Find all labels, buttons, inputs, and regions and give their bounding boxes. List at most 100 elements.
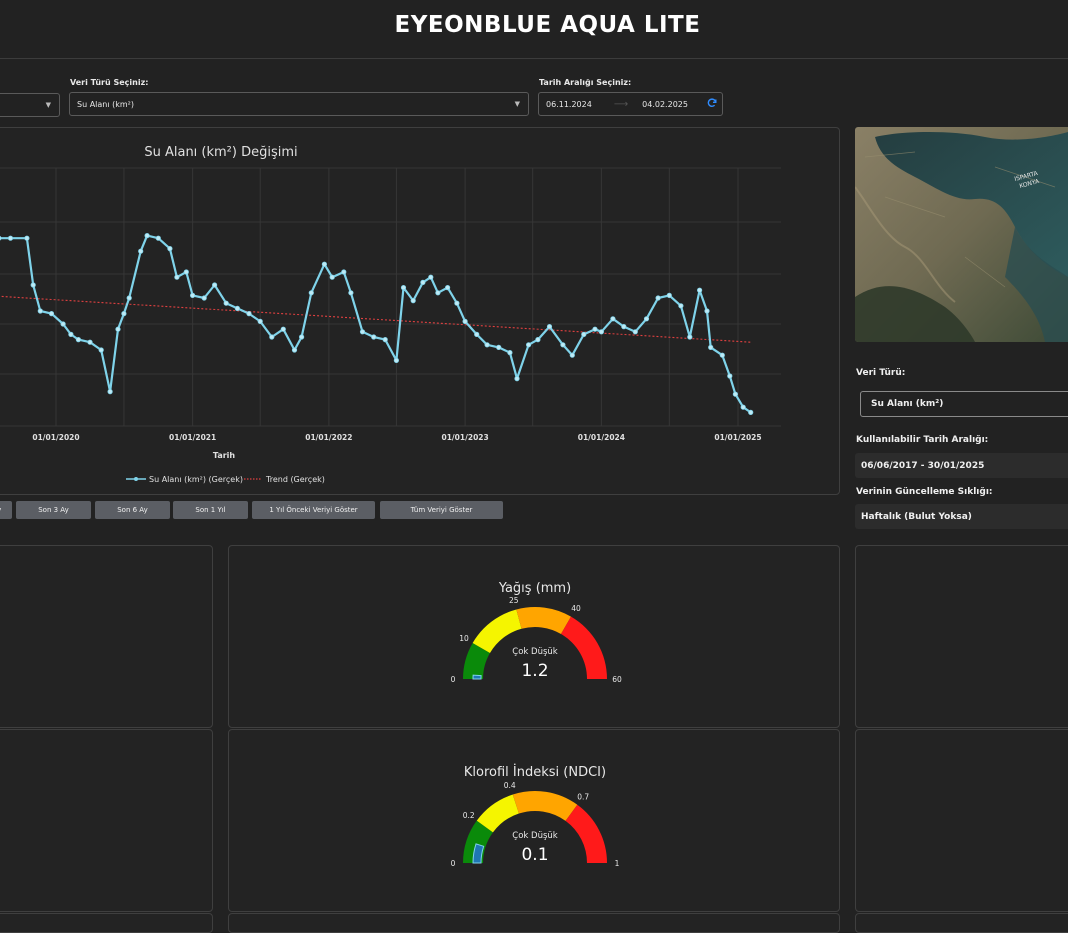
data-point[interactable]: [246, 311, 252, 317]
data-point[interactable]: [474, 331, 480, 337]
data-point[interactable]: [359, 329, 366, 335]
data-point[interactable]: [435, 290, 441, 296]
data-point[interactable]: [400, 285, 407, 291]
data-point[interactable]: [291, 347, 298, 353]
range-button-4[interactable]: 1 Yıl Önceki Veriyi Göster: [252, 501, 375, 519]
data-point[interactable]: [514, 376, 520, 382]
data-type-select[interactable]: Su Alanı (km²) ▼: [69, 92, 529, 116]
data-point[interactable]: [121, 311, 127, 317]
data-point[interactable]: [190, 292, 196, 298]
range-button-3[interactable]: Son 1 Yıl: [173, 501, 248, 519]
data-point[interactable]: [321, 261, 327, 267]
chart-title: Su Alanı (km²) Değişimi: [144, 145, 297, 160]
data-point[interactable]: [126, 295, 132, 301]
data-point[interactable]: [174, 274, 180, 280]
data-point[interactable]: [7, 235, 14, 241]
data-point[interactable]: [678, 303, 684, 309]
data-point[interactable]: [535, 337, 541, 343]
data-point[interactable]: [687, 334, 693, 340]
data-point[interactable]: [525, 342, 532, 348]
data-point[interactable]: [223, 300, 229, 306]
data-point[interactable]: [560, 342, 566, 348]
data-point[interactable]: [655, 295, 661, 301]
data-point[interactable]: [462, 318, 468, 324]
data-point[interactable]: [507, 350, 513, 356]
data-point[interactable]: [75, 337, 82, 343]
data-point[interactable]: [269, 334, 275, 340]
x-tick-label: 01/01/2024: [578, 433, 625, 442]
data-point[interactable]: [382, 337, 388, 343]
data-point[interactable]: [183, 269, 189, 275]
data-point[interactable]: [592, 326, 598, 332]
data-point[interactable]: [212, 282, 218, 288]
data-point[interactable]: [708, 344, 714, 350]
date-start[interactable]: 06.11.2024: [546, 99, 592, 109]
data-point[interactable]: [371, 334, 377, 340]
data-point[interactable]: [257, 318, 263, 324]
data-point[interactable]: [428, 274, 434, 280]
data-point[interactable]: [60, 321, 66, 327]
data-point[interactable]: [410, 298, 416, 304]
data-point[interactable]: [704, 308, 710, 314]
data-point[interactable]: [341, 269, 347, 275]
data-point[interactable]: [621, 324, 627, 330]
data-point[interactable]: [201, 295, 207, 301]
data-point[interactable]: [0, 235, 2, 241]
data-point[interactable]: [24, 235, 30, 241]
data-point[interactable]: [666, 292, 672, 298]
legend-actual: Su Alanı (km²) (Gerçek): [149, 475, 243, 484]
date-end[interactable]: 04.02.2025: [642, 99, 688, 109]
data-point[interactable]: [496, 344, 502, 350]
data-point[interactable]: [732, 391, 739, 397]
data-point[interactable]: [546, 324, 553, 330]
data-point[interactable]: [719, 352, 725, 358]
gauge-title: Yağış (mm): [498, 581, 571, 596]
data-point[interactable]: [37, 308, 43, 314]
data-point[interactable]: [138, 248, 144, 254]
data-point[interactable]: [484, 342, 490, 348]
data-point[interactable]: [610, 316, 616, 322]
map-image[interactable]: ISPARTA KONYA: [855, 127, 1068, 342]
data-point[interactable]: [68, 331, 74, 337]
data-point[interactable]: [748, 409, 754, 415]
gauge-tick-label: 25: [509, 596, 519, 605]
data-point[interactable]: [393, 357, 399, 363]
data-point[interactable]: [569, 352, 575, 358]
data-point[interactable]: [87, 339, 93, 345]
refresh-icon[interactable]: [707, 98, 717, 110]
data-point[interactable]: [280, 326, 286, 332]
data-point[interactable]: [107, 388, 113, 395]
data-point[interactable]: [234, 305, 240, 311]
data-point[interactable]: [98, 347, 104, 353]
data-point[interactable]: [727, 373, 733, 379]
data-point[interactable]: [155, 235, 161, 241]
data-point[interactable]: [298, 334, 305, 340]
date-range-picker[interactable]: 06.11.2024 ⟶ 04.02.2025: [538, 92, 723, 116]
range-button-2[interactable]: Son 6 Ay: [95, 501, 170, 519]
data-point[interactable]: [115, 326, 121, 332]
data-point[interactable]: [48, 311, 55, 317]
data-point[interactable]: [696, 287, 703, 293]
data-point[interactable]: [167, 246, 173, 252]
range-button-1[interactable]: Son 3 Ay: [16, 501, 91, 519]
data-point[interactable]: [740, 404, 746, 410]
gauge-tick-label: 40: [571, 604, 581, 613]
data-point[interactable]: [444, 285, 451, 291]
side-data-type-select[interactable]: Su Alanı (km²): [860, 391, 1068, 417]
data-point[interactable]: [598, 329, 605, 335]
data-point[interactable]: [454, 300, 460, 306]
location-select[interactable]: ▼: [0, 93, 60, 117]
data-point[interactable]: [581, 331, 587, 337]
data-point[interactable]: [420, 279, 426, 285]
data-point[interactable]: [144, 233, 150, 239]
range-button-5[interactable]: Tüm Veriyi Göster: [380, 501, 503, 519]
data-point[interactable]: [30, 282, 36, 288]
water-area-chart[interactable]: Su Alanı (km²) Değişimi 01/01/2020 01/01/…: [0, 128, 841, 496]
data-point[interactable]: [308, 290, 314, 296]
data-point[interactable]: [643, 316, 650, 322]
data-point[interactable]: [348, 290, 354, 296]
side-data-type-label: Veri Türü:: [856, 368, 906, 378]
range-button-0[interactable]: Son 1 Ay: [0, 501, 12, 519]
data-point[interactable]: [632, 329, 638, 335]
data-point[interactable]: [329, 274, 335, 280]
